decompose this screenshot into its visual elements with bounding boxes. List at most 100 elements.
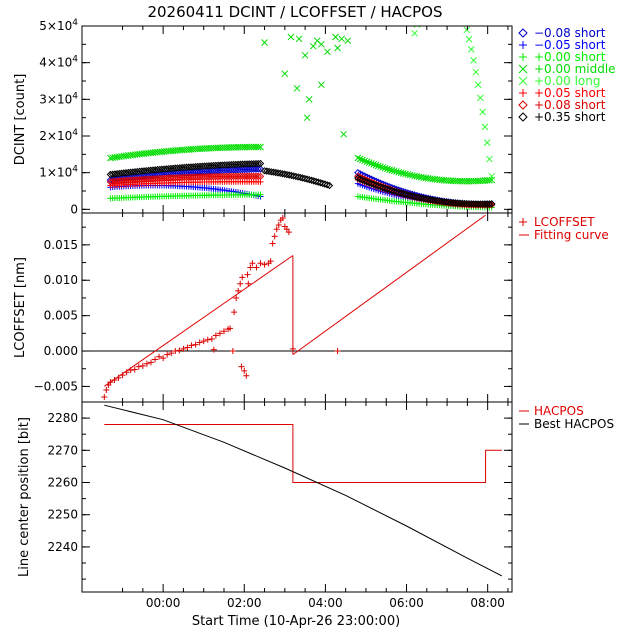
data-point: [278, 170, 287, 178]
data-point: [180, 345, 187, 352]
data-point: [456, 199, 464, 208]
data-point: [280, 170, 289, 178]
data-point: [449, 199, 457, 207]
data-point: [233, 294, 240, 301]
data-point: [401, 190, 410, 199]
data-point: [212, 332, 219, 339]
data-point: [273, 226, 280, 233]
y-tick-label: 0.015: [44, 238, 78, 252]
data-point: [419, 194, 428, 203]
data-point: [376, 183, 385, 191]
data-point: [298, 174, 307, 182]
data-point: [274, 169, 282, 177]
data-point: [319, 179, 327, 188]
data-point: [383, 185, 392, 193]
data-point: [254, 159, 262, 168]
data-point: [426, 196, 435, 204]
data-point: [386, 166, 393, 173]
x-tick-label: 08:00: [470, 596, 505, 610]
legend-label: +0.35 short: [534, 110, 606, 124]
y-tick-label: 5×104: [39, 18, 78, 33]
data-point: [269, 168, 278, 176]
data-point: [467, 46, 475, 53]
data-point: [424, 195, 432, 204]
data-point: [316, 179, 325, 187]
data-point: [184, 344, 191, 351]
legend-entry: +0.00 long: [518, 74, 601, 88]
data-point: [244, 271, 251, 278]
data-point: [460, 199, 469, 208]
data-point: [192, 341, 199, 348]
data-point: [256, 159, 265, 168]
legend-swatch: [518, 100, 528, 110]
data-point: [263, 167, 271, 175]
data-point: [256, 165, 265, 173]
lcoffset-panel: −0.005 0.000 0.005 0.010 0.015 LCOFFSET [nm] L…: [13, 212, 609, 403]
data-point: [276, 169, 284, 178]
data-point: [303, 114, 311, 122]
data-point: [388, 166, 396, 174]
y-tick-label: 2270: [47, 443, 78, 457]
legend-entry: Fitting curve: [519, 228, 609, 242]
data-point: [309, 42, 317, 50]
fit-line: [104, 255, 294, 387]
data-point: [354, 154, 362, 162]
data-point: [383, 165, 391, 173]
data-point: [168, 350, 175, 357]
series-line: [104, 404, 503, 577]
data-point: [294, 173, 302, 181]
data-point: [235, 287, 242, 294]
data-point: [433, 197, 441, 205]
data-point: [356, 155, 364, 163]
data-point: [254, 172, 262, 181]
data-point: [135, 363, 142, 370]
data-point: [267, 168, 275, 176]
x-tick-label: 06:00: [389, 596, 424, 610]
y-tick-label: 0: [70, 202, 78, 216]
data-point: [261, 39, 268, 46]
data-point: [227, 325, 234, 332]
data-point: [392, 188, 401, 196]
legend-label: +0.00 short: [534, 50, 606, 64]
data-point: [285, 229, 292, 236]
data-point: [361, 157, 369, 165]
data-point: [463, 26, 471, 34]
data-point: [356, 175, 364, 183]
data-point: [377, 163, 384, 171]
legend-entry: +0.08 short: [518, 98, 606, 112]
data-point: [307, 176, 316, 184]
legend-entry: +0.35 short: [518, 110, 606, 124]
data-point: [413, 193, 421, 201]
data-point: [271, 233, 278, 240]
legend-label: Fitting curve: [534, 228, 609, 242]
y-axis-label: DCINT [count]: [13, 74, 28, 166]
data-point: [365, 159, 373, 166]
data-point: [381, 164, 389, 172]
data-point: [324, 48, 331, 56]
legend-label: HACPOS: [534, 404, 584, 418]
data-point: [363, 158, 371, 166]
data-point: [293, 84, 301, 92]
y-tick-label: 2280: [47, 411, 78, 425]
data-point: [472, 68, 480, 76]
data-point: [260, 167, 269, 175]
data-point: [415, 193, 423, 202]
data-point: [479, 108, 487, 116]
legend-swatch: [519, 218, 527, 226]
data-point: [404, 191, 412, 199]
legend-label: −0.08 short: [534, 26, 606, 40]
legend-swatch: [518, 64, 528, 74]
data-point: [312, 177, 320, 186]
y-tick-label: 0.005: [44, 309, 78, 323]
data-point: [453, 199, 462, 207]
legend-swatch: [519, 41, 527, 49]
data-point: [442, 198, 451, 206]
data-point: [390, 187, 398, 195]
data-point: [338, 35, 345, 43]
data-point: [325, 181, 334, 190]
legend-entry: HACPOS: [519, 404, 584, 418]
data-point: [411, 29, 418, 37]
data-point: [292, 172, 300, 181]
